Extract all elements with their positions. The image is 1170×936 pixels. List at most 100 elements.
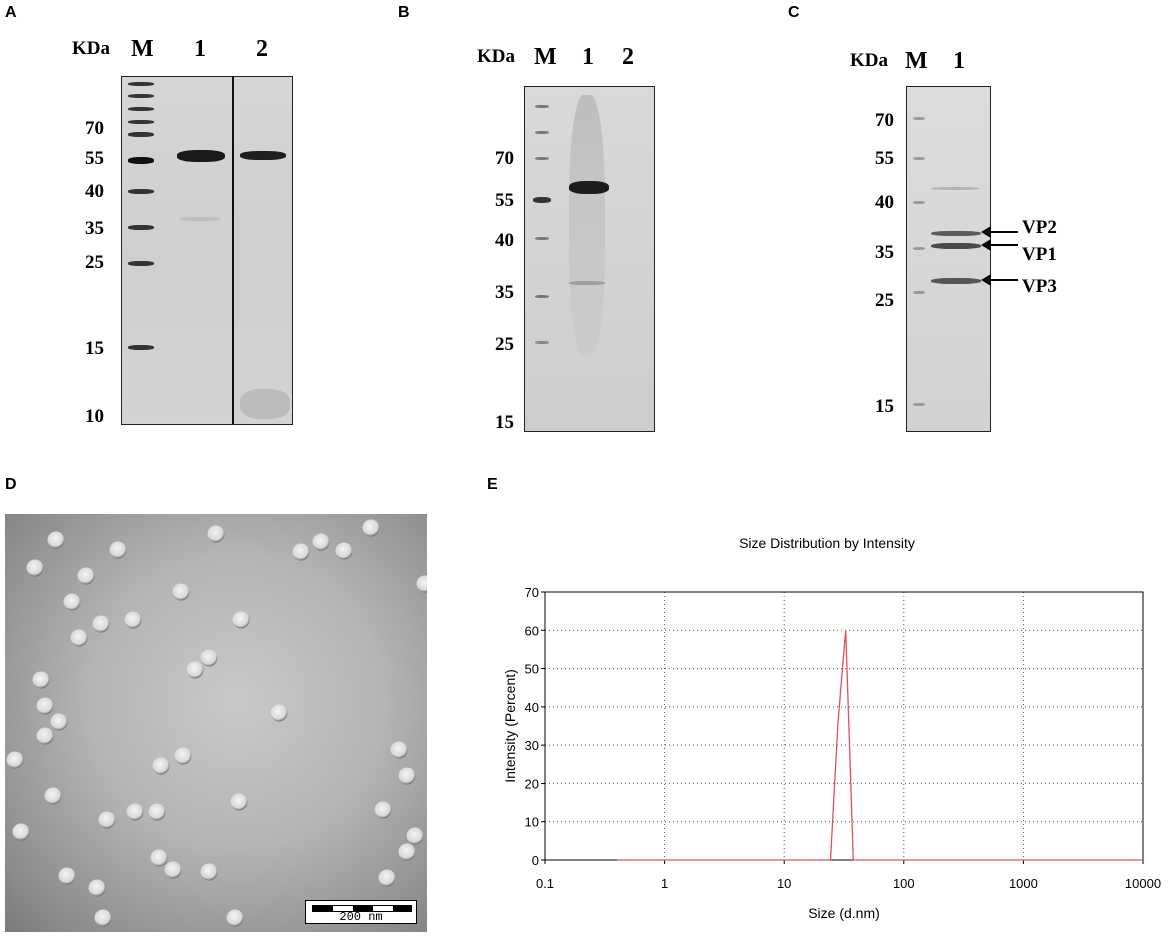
panel-b-marker-35: 35 [495, 282, 514, 303]
panel-b-lane1-faint-band [569, 281, 605, 285]
vp1-arrowhead [981, 239, 991, 251]
vp1-arrow [990, 244, 1018, 246]
panel-a-marker-15: 15 [85, 338, 104, 359]
vp2-label: VP2 [1022, 217, 1057, 238]
panel-c-vp3-band [931, 278, 981, 284]
vlp-particle [232, 611, 250, 629]
vlp-particle [148, 803, 166, 821]
panel-a-ladder-band [128, 82, 154, 86]
vlp-particle [374, 801, 392, 819]
chart-title: Size Distribution by Intensity [739, 535, 915, 551]
vlp-particle [200, 863, 218, 881]
y-tick-label: 20 [525, 776, 539, 791]
panel-a-marker-40: 40 [85, 181, 104, 202]
vlp-particle [12, 823, 30, 841]
panel-b-label: B [398, 4, 410, 21]
panel-b-ladder-band [535, 295, 549, 298]
vlp-particle [26, 559, 44, 577]
panel-a-marker-25: 25 [85, 252, 104, 273]
panel-a-lane1-band [177, 150, 225, 162]
y-tick-label: 0 [532, 853, 539, 868]
vlp-particle [270, 704, 288, 722]
panel-a-unit: KDa [72, 38, 110, 59]
chart-ylabel: Intensity (Percent) [502, 669, 518, 783]
vlp-particle [186, 661, 204, 679]
vlp-particle [92, 615, 110, 633]
panel-a-marker-55: 55 [85, 148, 104, 169]
panel-b-lane-m: M [534, 44, 557, 70]
panel-d-label: D [5, 476, 17, 493]
panel-c-marker-35: 35 [875, 242, 894, 263]
vlp-particle [44, 787, 62, 805]
panel-c-ladder-band [913, 201, 925, 204]
panel-b-ladder-band [535, 157, 549, 160]
panel-b-unit: KDa [477, 46, 515, 67]
panel-a-ladder-band [128, 107, 154, 111]
vlp-particle [292, 543, 310, 561]
intensity-series-line [617, 630, 1143, 861]
y-tick-label: 60 [525, 623, 539, 638]
vlp-particle [36, 727, 54, 745]
panel-c-ladder-band [913, 291, 925, 294]
vlp-particle [207, 525, 225, 543]
y-tick-label: 70 [525, 585, 539, 600]
vlp-particle [312, 533, 330, 551]
vlp-particle [362, 519, 380, 537]
vlp-particle [378, 869, 396, 887]
panel-c-vp1-band [931, 243, 981, 249]
x-tick-label: 1000 [1009, 876, 1038, 891]
vlp-particle [226, 909, 244, 927]
size-distribution-chart: Size Distribution by Intensity 0 10 20 30 40… [502, 535, 1161, 921]
vlp-particle [230, 793, 248, 811]
vlp-particle [416, 575, 427, 593]
panel-c-marker-25: 25 [875, 290, 894, 311]
x-tick-label: 10 [777, 876, 791, 891]
panel-b-ladder-band [533, 197, 551, 203]
panel-a-lane-2: 2 [256, 36, 268, 62]
vlp-particle [150, 849, 168, 867]
panel-b-gel [524, 86, 655, 432]
panel-b-ladder-band [535, 341, 549, 344]
panel-c-lane-1: 1 [953, 48, 965, 74]
vlp-particle [109, 541, 127, 559]
x-tick-label: 100 [893, 876, 915, 891]
panel-a-ladder-band [128, 225, 154, 230]
panel-c-ladder-band [913, 247, 925, 250]
vp3-arrowhead [981, 274, 991, 286]
panel-c-marker-55: 55 [875, 148, 894, 169]
vlp-particle [398, 843, 416, 861]
y-tick-label: 30 [525, 738, 539, 753]
vlp-particle [390, 741, 408, 759]
vlp-particle [126, 803, 144, 821]
vlp-particle [32, 671, 50, 689]
panel-a-label: A [5, 4, 17, 21]
panel-a-marker-35: 35 [85, 218, 104, 239]
x-tick-label: 10000 [1125, 876, 1161, 891]
panel-a-ladder-band [128, 345, 154, 350]
panel-b-marker-40: 40 [495, 230, 514, 251]
panel-c-unit: KDa [850, 50, 888, 71]
vlp-particle [63, 593, 81, 611]
x-tick-label: 0.1 [536, 876, 554, 891]
panel-b-ladder-band [535, 131, 549, 134]
vlp-particle [50, 713, 68, 731]
panel-c-label: C [788, 4, 800, 21]
vlp-particle [200, 649, 218, 667]
panel-e-label: E [487, 476, 498, 493]
scale-bar-line [312, 905, 412, 912]
x-tick-label: 1 [661, 876, 668, 891]
y-tick-label: 10 [525, 815, 539, 830]
panel-a-marker-70: 70 [85, 118, 104, 139]
vlp-particle [172, 583, 190, 601]
vlp-particle [164, 861, 182, 879]
vlp-particle [36, 697, 54, 715]
chart-xlabel: Size (d.nm) [808, 905, 880, 921]
plot-frame [544, 591, 1144, 861]
panel-b-lane1-band [569, 181, 609, 194]
panel-a-lane2-smear [240, 389, 290, 419]
y-tick-label: 50 [525, 662, 539, 677]
panel-a-ladder-band [128, 157, 154, 164]
scale-bar-label: 200 nm [339, 910, 383, 924]
panel-a-ladder-band [128, 94, 154, 98]
panel-b-marker-25: 25 [495, 334, 514, 355]
